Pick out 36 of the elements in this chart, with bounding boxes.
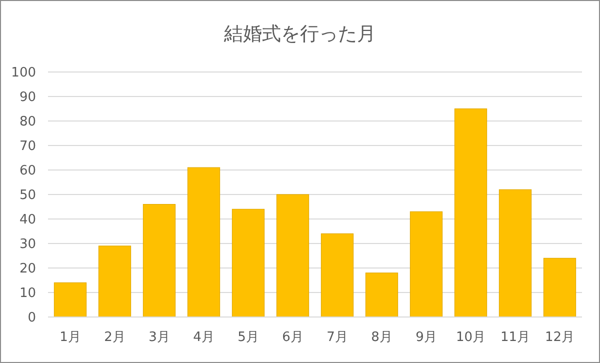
bar [320, 233, 354, 318]
x-tick-label: 8月 [371, 330, 392, 345]
x-tick-label: 9月 [416, 330, 437, 345]
x-tick-label: 5月 [238, 330, 259, 345]
y-tick-label: 40 [19, 212, 36, 228]
bar [454, 108, 488, 318]
bar [142, 204, 176, 318]
bar [54, 282, 87, 318]
bar [498, 189, 532, 318]
bar [98, 246, 132, 318]
x-tick-label: 3月 [148, 330, 170, 345]
bar [276, 194, 310, 318]
y-tick-label: 20 [19, 262, 36, 276]
y-tick-label: 0 [28, 310, 36, 326]
bar [410, 211, 443, 318]
y-tick-label: 100 [11, 66, 36, 80]
bar [543, 258, 576, 318]
y-tick-label: 50 [19, 188, 36, 203]
x-tick-label: 7月 [326, 330, 348, 345]
chart-title: 結婚式を行った月 [223, 23, 376, 45]
bar [232, 208, 265, 318]
x-tick-label: 12月 [544, 330, 575, 345]
bar [187, 167, 220, 318]
x-tick-label: 10月 [456, 330, 486, 345]
x-tick-label: 2月 [104, 330, 126, 345]
x-tick-label: 4月 [193, 330, 214, 345]
y-tick-label: 30 [19, 237, 36, 252]
y-tick-label: 80 [19, 114, 36, 130]
x-tick-label: 6月 [282, 330, 304, 345]
bar [365, 272, 398, 318]
y-tick-label: 70 [19, 139, 36, 154]
x-tick-label: 1月 [60, 330, 81, 345]
y-tick-label: 60 [19, 164, 36, 178]
x-tick-label: 11月 [500, 330, 530, 345]
y-tick-label: 90 [19, 90, 36, 105]
y-tick-label: 10 [19, 286, 36, 301]
